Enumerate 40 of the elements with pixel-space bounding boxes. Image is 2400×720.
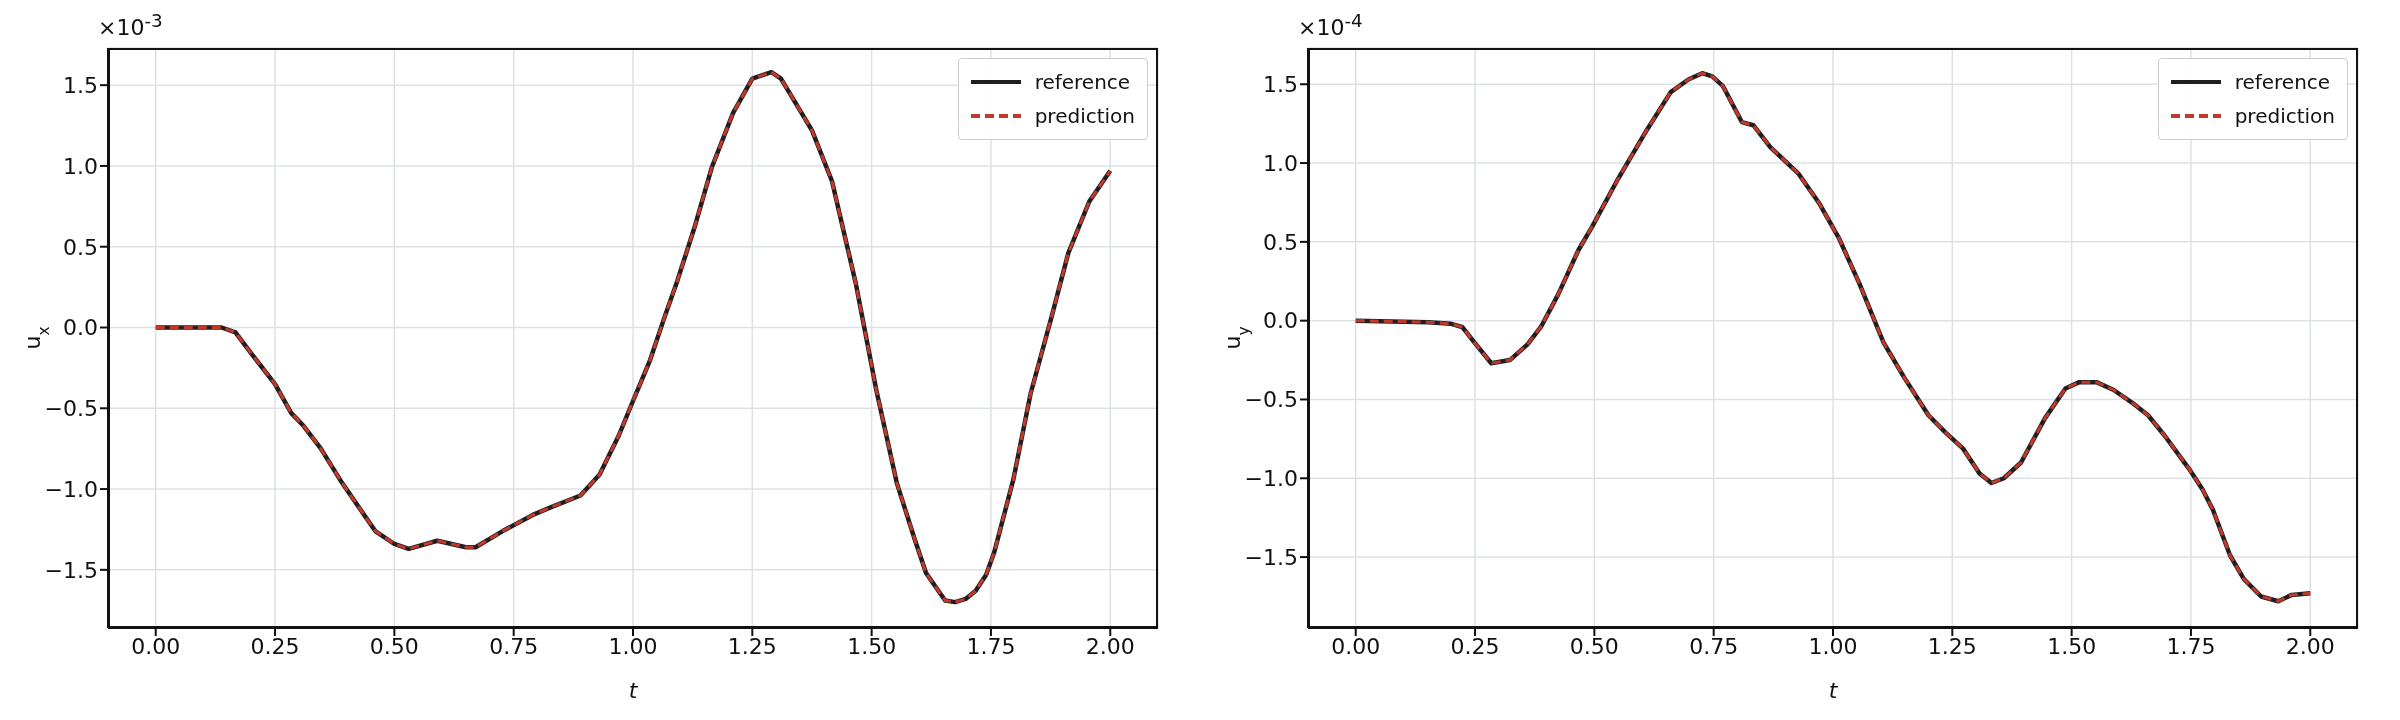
x-tick-label: 2.00 (2285, 633, 2335, 659)
y-tick-label: −1.5 (1244, 544, 1298, 570)
x-tick-label: 1.50 (2047, 633, 2097, 659)
x-tick-label: 1.00 (1808, 633, 1858, 659)
x-axis-title: t (1828, 678, 1839, 703)
y-tick-label: −0.5 (44, 396, 98, 422)
x-axis-title: t (628, 678, 639, 703)
x-tick-label: 0.00 (1331, 633, 1381, 659)
legend-label: prediction (1034, 103, 1135, 130)
x-tick-label: 1.25 (1927, 633, 1977, 659)
y-tick-label: 1.0 (1263, 150, 1298, 176)
x-tick-label: 0.75 (1689, 633, 1739, 659)
legend-label: reference (2234, 69, 2331, 96)
x-tick-label: 0.50 (1569, 633, 1619, 659)
x-tick-label: 0.00 (131, 633, 181, 659)
y-tick-label: 0.0 (1263, 308, 1298, 334)
x-tick-label: 2.00 (1085, 633, 1135, 659)
y-tick-label: 1.5 (63, 72, 98, 98)
y-tick-label: −1.5 (44, 557, 98, 583)
x-tick-label: 1.75 (2166, 633, 2216, 659)
y-tick-label: −1.0 (1244, 466, 1298, 492)
x-tick-label: 1.75 (966, 633, 1016, 659)
y-tick-label: −1.0 (44, 476, 98, 502)
y-tick-label: 0.5 (1263, 229, 1298, 255)
x-tick-label: 0.75 (489, 633, 539, 659)
y-tick-label: −0.5 (1244, 387, 1298, 413)
text: ×10$^{-3}$ (98, 10, 163, 41)
x-tick-label: 1.25 (727, 633, 777, 659)
legend-label: prediction (2234, 103, 2335, 130)
x-tick-label: 1.00 (608, 633, 658, 659)
y-tick-label: 1.5 (1263, 72, 1298, 98)
x-tick-label: 0.25 (250, 633, 300, 659)
x-tick-label: 1.50 (847, 633, 897, 659)
legend-label: reference (1034, 69, 1131, 96)
x-tick-label: 0.25 (1450, 633, 1500, 659)
x-tick-label: 0.50 (369, 633, 419, 659)
y-tick-label: 1.0 (63, 153, 98, 179)
y-tick-label: 0.5 (63, 234, 98, 260)
y-tick-label: 0.0 (63, 315, 98, 341)
text: ×10$^{-4}$ (1298, 10, 1363, 41)
